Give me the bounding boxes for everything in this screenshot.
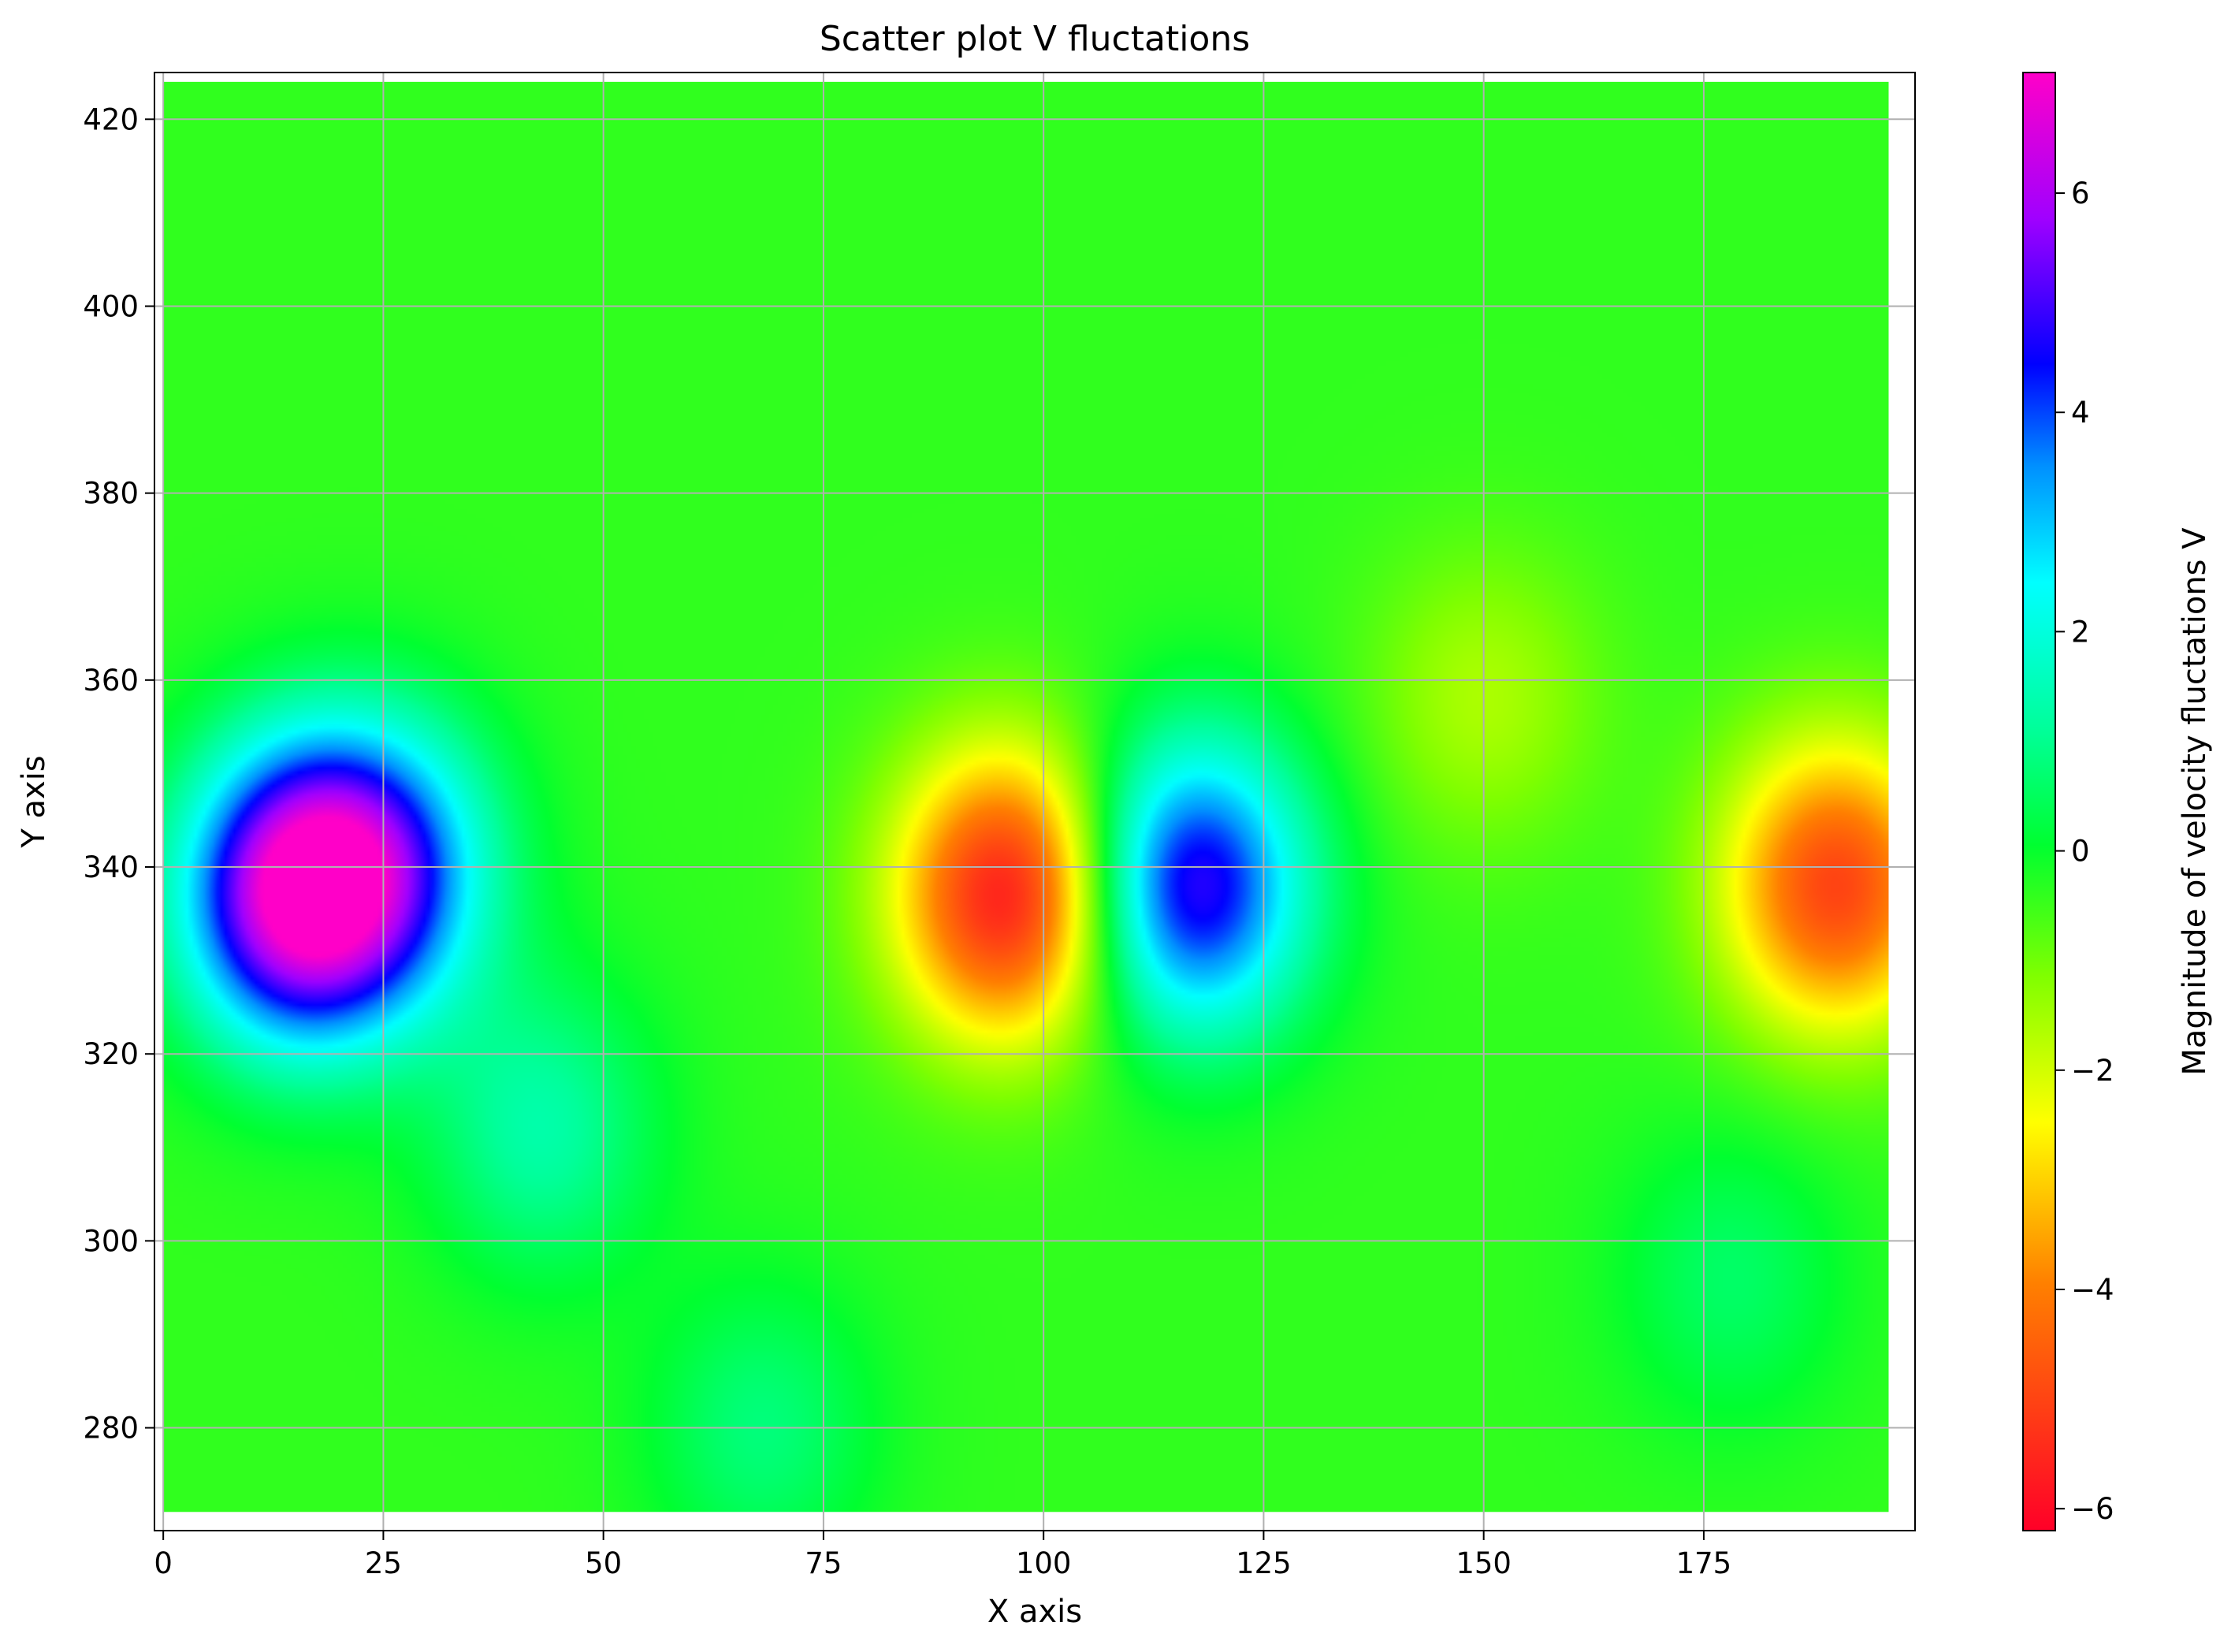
- x-axis-label: X axis: [987, 1594, 1082, 1630]
- y-tick-label: 300: [83, 1224, 139, 1258]
- colorbar-tick-label: 4: [2071, 396, 2090, 430]
- colorbar-ticks: −6 −4 −2 0 2 4 6: [2055, 177, 2114, 1526]
- x-tick-label: 75: [805, 1546, 842, 1580]
- y-tick-label: 280: [83, 1412, 139, 1446]
- y-tick-label: 320: [83, 1037, 139, 1071]
- chart-title: Scatter plot V fluctations: [820, 19, 1250, 59]
- x-tick-label: 25: [365, 1546, 402, 1580]
- colorbar-gradient: [2022, 72, 2056, 1531]
- colorbar-tick-label: 6: [2071, 177, 2090, 210]
- colorbar-tick-label: −2: [2071, 1054, 2114, 1088]
- x-tick-label: 100: [1016, 1546, 1072, 1580]
- x-tick-label: 50: [585, 1546, 622, 1580]
- y-tick-label: 360: [83, 664, 139, 698]
- colorbar-label: Magnitude of velocity fluctations V: [2177, 527, 2213, 1076]
- grid-lines: [154, 73, 1915, 1531]
- x-tick-label: 0: [154, 1546, 173, 1580]
- colorbar-tick-label: −6: [2071, 1492, 2114, 1526]
- plot-area: [154, 72, 1916, 1531]
- colorbar: −6 −4 −2 0 2 4 6 Magnitude of velocity fluctat…: [2022, 72, 2213, 1531]
- y-tick-label: 380: [83, 477, 139, 511]
- x-axis-ticks: 0 25 50 75 100 125 150 175: [154, 1531, 1731, 1580]
- y-tick-label: 400: [83, 289, 139, 323]
- y-axis-ticks: 280 300 320 340 360 380 400 420: [83, 102, 154, 1446]
- heatmap-image: [163, 81, 1889, 1512]
- x-tick-label: 150: [1456, 1546, 1512, 1580]
- colorbar-tick-label: 2: [2071, 615, 2090, 649]
- y-tick-label: 420: [83, 102, 139, 136]
- y-tick-label: 340: [83, 850, 139, 884]
- x-tick-label: 175: [1676, 1546, 1732, 1580]
- colorbar-tick-label: 0: [2071, 835, 2090, 869]
- x-tick-label: 125: [1236, 1546, 1292, 1580]
- plot-frame: [154, 72, 1916, 1531]
- colorbar-tick-label: −4: [2071, 1273, 2114, 1307]
- y-axis-label: Y axis: [16, 755, 52, 848]
